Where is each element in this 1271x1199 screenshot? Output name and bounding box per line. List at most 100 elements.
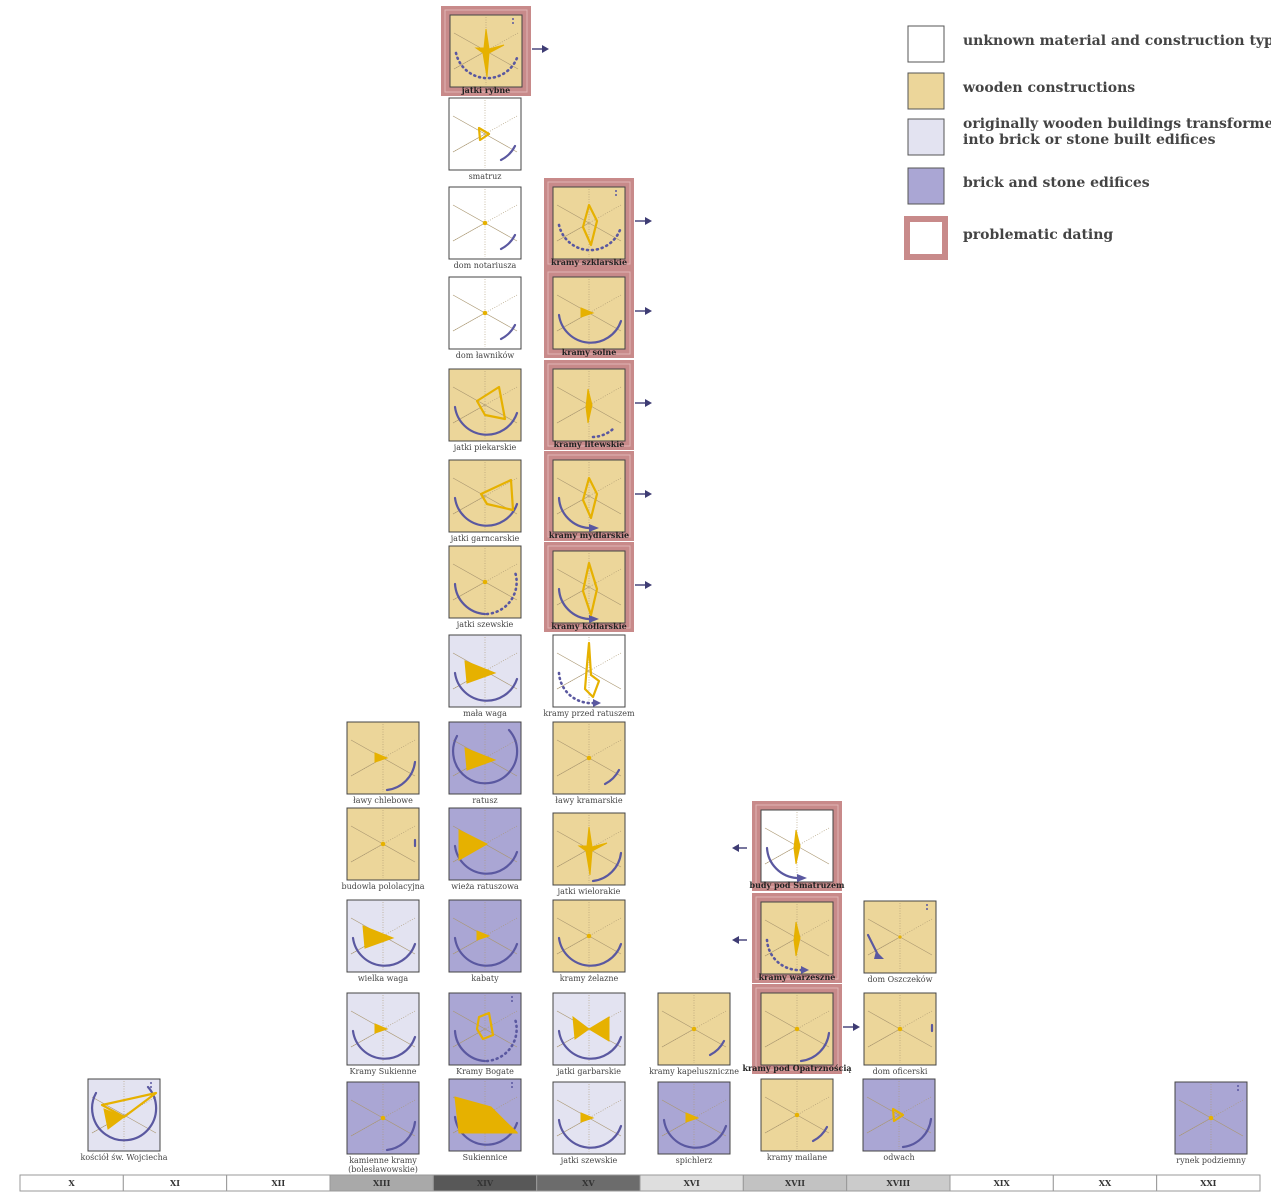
building-label: jatki szewskie xyxy=(456,620,514,629)
century-label: XIV xyxy=(477,1178,494,1188)
building-card-wielka-waga: wielka waga xyxy=(346,899,420,983)
building-label: kramy pod Opatrznością xyxy=(742,1063,851,1073)
building-label: budy pod Smatruzem xyxy=(750,880,846,890)
century-label: XIX xyxy=(994,1178,1011,1188)
building-label: kramy przed ratuszem xyxy=(543,709,635,718)
century-label: XXI xyxy=(1200,1178,1216,1188)
legend-swatch xyxy=(907,118,945,156)
legend-item-problematic: problematic dating xyxy=(904,216,1113,260)
building-label: kramy warzeszne xyxy=(759,972,836,982)
building-label: kamienne kramy xyxy=(349,1156,417,1165)
building-card-kramy-pod-opatrznoscia: kramy pod Opatrznością xyxy=(742,984,860,1074)
building-label: mała waga xyxy=(463,709,507,718)
building-label: (bolesławowskie) xyxy=(348,1165,418,1174)
building-card-kramy-zelazne: kramy żelazne xyxy=(552,899,626,983)
building-card-kramy-mailane: kramy mailane xyxy=(760,1078,834,1162)
building-card-dom-oficerski: dom oficerski xyxy=(863,992,937,1076)
building-label: jatki wielorakie xyxy=(557,887,621,896)
century-label: XII xyxy=(271,1178,285,1188)
building-label: dom ławników xyxy=(456,351,515,360)
building-card-jatki-piekarskie: jatki piekarskie xyxy=(448,368,522,452)
building-label: ławy kramarskie xyxy=(555,796,622,805)
building-label: wielka waga xyxy=(358,974,409,983)
building-card-kramy-kollarskie: kramy kołlarskie xyxy=(544,542,652,632)
building-card-jatki-wielorakie: jatki wielorakie xyxy=(552,812,626,896)
legend-item-brick: brick and stone edifices xyxy=(907,167,1150,205)
building-card-jatki-szewskie: jatki szewskie xyxy=(448,545,522,629)
building-label: jatki piekarskie xyxy=(453,443,517,452)
building-card-kramy-litewskie: kramy litewskie xyxy=(544,360,652,450)
building-card-kramy-solne: kramy solne xyxy=(544,268,652,358)
arrow-right-icon xyxy=(853,1023,860,1031)
building-label: kramy mydlarskie xyxy=(549,530,629,540)
building-label: kramy kapeluszniczne xyxy=(649,1067,739,1076)
building-card-kabaty: kabaty xyxy=(448,899,522,983)
legend-label: into brick or stone built edifices xyxy=(963,132,1216,148)
building-label: kramy litewskie xyxy=(554,439,625,449)
arrow-right-icon xyxy=(645,490,652,498)
building-label: kramy solne xyxy=(562,347,617,357)
century-label: XX xyxy=(1099,1178,1112,1188)
building-label: ławy chlebowe xyxy=(353,796,413,805)
building-label: rynek podziemny xyxy=(1176,1156,1246,1165)
building-card-smatruz: smatruz xyxy=(448,97,522,181)
building-label: smatruz xyxy=(469,172,502,181)
building-card-odwach: odwach xyxy=(862,1078,936,1162)
building-card-spichlerz: spichlerz xyxy=(657,1081,731,1165)
arrow-right-icon xyxy=(542,45,549,53)
legend-label: unknown material and construction type xyxy=(963,33,1271,49)
building-card-rynek-podziemny: rynek podziemny xyxy=(1174,1081,1248,1165)
building-label: jatki garncarskie xyxy=(450,534,520,543)
building-card-lawy-kramarskie: ławy kramarskie xyxy=(552,721,626,805)
building-card-kramy-bogate: Kramy Bogate xyxy=(448,992,522,1076)
building-card-kramy-kapeluszniczne: kramy kapeluszniczne xyxy=(649,992,739,1076)
legend-swatch xyxy=(907,72,945,110)
building-label: dom oficerski xyxy=(873,1067,928,1076)
building-card-kramy-mydlarskie: kramy mydlarskie xyxy=(544,451,652,541)
building-card-jatki-garbarskie: jatki garbarskie xyxy=(552,992,626,1076)
building-label: kramy mailane xyxy=(767,1153,827,1162)
building-card-jatki-szewskie: jatki szewskie xyxy=(552,1081,626,1165)
building-card-kamienne-kramy-boleslawowskie: kamienne kramy(bolesławowskie) xyxy=(346,1081,420,1174)
building-label: odwach xyxy=(883,1153,914,1162)
building-card-budy-pod-smatruzem: budy pod Smatruzem xyxy=(732,801,845,891)
century-label: XI xyxy=(170,1178,180,1188)
building-card-kramy-szklarskie: kramy szklarskie xyxy=(544,178,652,268)
building-card-jatki-rybne: jatki rybne xyxy=(441,6,549,96)
building-card-kramy-przed-ratuszem: kramy przed ratuszem xyxy=(543,634,635,718)
building-label: dom Oszczeków xyxy=(868,975,933,984)
arrow-right-icon xyxy=(645,581,652,589)
building-card-dom-notariusza: dom notariusza xyxy=(448,186,522,270)
arrow-left-icon xyxy=(732,844,739,852)
century-label: XV xyxy=(582,1178,595,1188)
legend-item-wooden: wooden constructions xyxy=(907,72,1135,110)
building-label: ratusz xyxy=(472,796,497,805)
arrow-right-icon xyxy=(645,217,652,225)
building-card-kramy-sukienne: Kramy Sukienne xyxy=(346,992,420,1076)
building-card-kramy-warzeszne: kramy warzeszne xyxy=(732,893,842,983)
arrow-left-icon xyxy=(732,936,739,944)
legend-label: brick and stone edifices xyxy=(963,175,1150,191)
building-label: budowla pololacyjna xyxy=(342,882,425,891)
century-label: XVII xyxy=(785,1178,805,1188)
building-card-sukiennice: Sukiennice xyxy=(448,1078,522,1162)
legend-label: problematic dating xyxy=(963,227,1113,243)
building-card-dom-oszczekow: dom Oszczeków xyxy=(863,900,937,984)
century-axis: X XI XII XIII XIV XV XVI XVII XVIII XIX XX XXI xyxy=(19,1174,1261,1192)
building-card-budowla-pololacyjna: budowla pololacyjna xyxy=(342,807,425,891)
arrow-right-icon xyxy=(645,399,652,407)
century-cell-xxi xyxy=(1156,1174,1261,1192)
legend-swatch xyxy=(907,167,945,205)
building-label: wieża ratuszowa xyxy=(451,882,519,891)
building-label: jatki rybne xyxy=(461,85,511,95)
legend: unknown material and construction type wo… xyxy=(904,25,1271,260)
building-card-mala-waga: mała waga xyxy=(448,634,522,718)
building-label: jatki garbarskie xyxy=(556,1067,621,1076)
arrow-right-icon xyxy=(645,307,652,315)
building-label: jatki szewskie xyxy=(560,1156,618,1165)
century-label: XVI xyxy=(684,1178,700,1188)
building-label: Kramy Sukienne xyxy=(349,1067,416,1076)
building-card-lawy-chlebowe: ławy chlebowe xyxy=(346,721,420,805)
building-label: kramy żelazne xyxy=(560,974,619,983)
